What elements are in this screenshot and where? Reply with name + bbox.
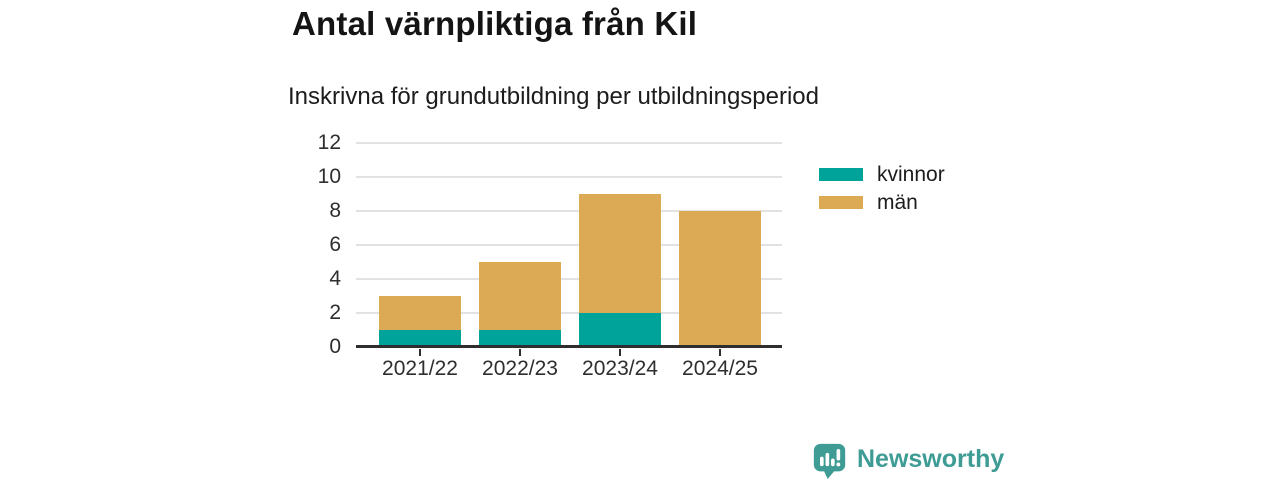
gridline-y12 (356, 142, 782, 144)
y-tick-label-8: 8 (329, 199, 341, 222)
chart-subtitle: Inskrivna för grundutbildning per utbild… (288, 83, 819, 110)
newsworthy-wordmark: Newsworthy (857, 445, 1005, 473)
newsworthy-logo: Newsworthy (811, 440, 1004, 479)
bar-segment-män-2022/23 (479, 262, 561, 330)
gridline-y2 (356, 312, 782, 314)
gridline-y6 (356, 244, 782, 246)
legend-label: män (877, 190, 918, 214)
bar-segment-män-2021/22 (379, 296, 461, 330)
x-tick-2022/23 (519, 349, 521, 356)
x-tick-label-2021/22: 2021/22 (382, 357, 458, 380)
gridline-y4 (356, 278, 782, 280)
newsworthy-bubble-icon (813, 443, 846, 479)
legend-item-män: män (819, 190, 945, 215)
legend: kvinnor män (819, 162, 945, 218)
plot-area (356, 142, 782, 356)
x-axis-line (356, 345, 782, 348)
gridline-y10 (356, 176, 782, 178)
x-tick-label-2024/25: 2024/25 (682, 357, 758, 380)
x-tick-2024/25 (719, 349, 721, 356)
legend-swatch-kvinnor (819, 168, 863, 181)
y-tick-label-12: 12 (317, 131, 341, 154)
x-tick-label-2023/24: 2023/24 (582, 357, 658, 380)
bar-segment-män-2023/24 (579, 194, 661, 313)
bar-segment-kvinnor-2022/23 (479, 330, 561, 347)
x-tick-2021/22 (419, 349, 421, 356)
legend-item-kvinnor: kvinnor (819, 162, 945, 187)
bar-segment-kvinnor-2023/24 (579, 313, 661, 347)
x-tick-label-2022/23: 2022/23 (482, 357, 558, 380)
legend-label: kvinnor (877, 162, 945, 186)
bar-group-2021/22 (379, 143, 461, 347)
y-tick-label-10: 10 (317, 165, 341, 188)
chart-title: Antal värnpliktiga från Kil (292, 5, 698, 42)
gridline-y8 (356, 210, 782, 212)
bar-group-2023/24 (579, 143, 661, 347)
y-tick-label-2: 2 (329, 301, 341, 324)
y-tick-label-0: 0 (329, 335, 341, 358)
bar-group-2024/25 (679, 143, 761, 347)
y-tick-label-4: 4 (329, 267, 341, 290)
x-tick-2023/24 (619, 349, 621, 356)
bar-segment-män-2024/25 (679, 211, 761, 347)
bar-segment-kvinnor-2021/22 (379, 330, 461, 347)
bar-group-2022/23 (479, 143, 561, 347)
y-tick-label-6: 6 (329, 233, 341, 256)
legend-swatch-män (819, 196, 863, 209)
